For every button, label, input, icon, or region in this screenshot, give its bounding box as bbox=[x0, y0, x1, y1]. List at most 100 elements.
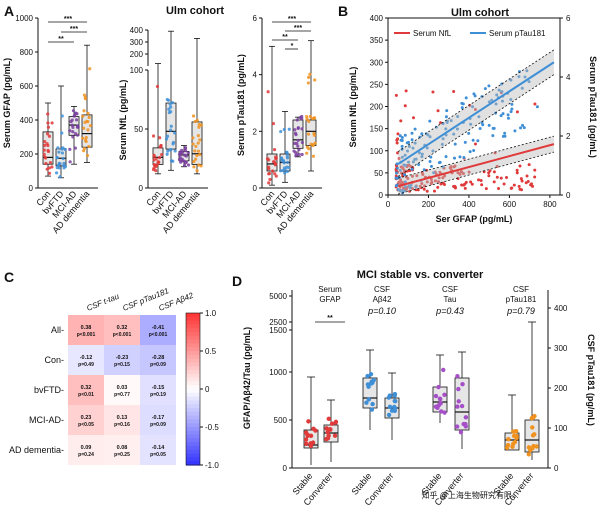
d-point bbox=[456, 399, 461, 404]
c-cell-value: -0.15 bbox=[152, 385, 165, 391]
b-xtick-label: 600 bbox=[503, 200, 517, 209]
a3-point bbox=[266, 158, 271, 162]
b-point-nfl bbox=[403, 104, 407, 108]
b-point-ptau bbox=[463, 140, 467, 144]
b-point-ptau bbox=[400, 135, 404, 139]
b-point-ptau bbox=[429, 155, 433, 159]
a3-sig: *** bbox=[288, 16, 296, 23]
c-row-label-0: All- bbox=[51, 325, 64, 335]
a2-point bbox=[198, 152, 202, 157]
d-point bbox=[458, 430, 464, 435]
b-point-nfl bbox=[531, 184, 535, 188]
b-title: Ulm cohort bbox=[451, 7, 509, 19]
c-colorbar-seg bbox=[186, 404, 200, 409]
a1-point bbox=[82, 93, 87, 97]
b-point-nfl bbox=[495, 175, 499, 179]
a3-point bbox=[306, 75, 311, 79]
a1-point bbox=[58, 175, 62, 179]
a2-point bbox=[158, 136, 162, 140]
c-cell-value: 0.32 bbox=[81, 385, 92, 391]
b-point-ptau bbox=[396, 187, 400, 191]
a2-ytick-label: 0 bbox=[139, 184, 144, 193]
b-point-ptau bbox=[521, 123, 525, 127]
b-point-nfl bbox=[509, 186, 513, 190]
a1-point bbox=[63, 147, 67, 152]
b-point-nfl bbox=[441, 176, 445, 180]
b-point-nfl bbox=[425, 180, 429, 184]
a2-point bbox=[151, 134, 156, 138]
d-ytick-left-label: 0 bbox=[283, 464, 288, 473]
a1-sig: *** bbox=[70, 26, 78, 33]
c-colorbar-seg bbox=[186, 354, 200, 360]
c-colorbar-seg bbox=[186, 427, 200, 432]
panel-letter-b: B bbox=[338, 3, 348, 19]
d-ytick-left-label: 500 bbox=[274, 416, 288, 425]
a3-point bbox=[272, 148, 277, 152]
d-point bbox=[369, 407, 375, 412]
c-colorbar-seg bbox=[186, 430, 200, 436]
b-point-nfl bbox=[467, 170, 471, 174]
b-point-ptau bbox=[417, 162, 421, 166]
c-colorbar-label: 0 bbox=[205, 385, 210, 394]
a3-point bbox=[279, 169, 283, 173]
a3-point bbox=[266, 90, 270, 94]
b-point-ptau bbox=[469, 122, 473, 126]
a1-point bbox=[62, 161, 66, 165]
b-point-ptau bbox=[403, 180, 407, 184]
b-point-nfl bbox=[492, 170, 496, 174]
a3-point bbox=[282, 127, 286, 132]
a2-point bbox=[159, 143, 163, 148]
d-point bbox=[436, 384, 441, 390]
a1-point bbox=[86, 111, 90, 116]
a1-point bbox=[68, 129, 72, 133]
b-point-nfl bbox=[418, 184, 422, 188]
c-row-label-3: MCI-AD- bbox=[29, 415, 64, 425]
b-point-ptau bbox=[500, 99, 504, 103]
b-point-ptau bbox=[406, 160, 410, 164]
c-cell-pvalue: p=0.05 bbox=[150, 452, 166, 458]
b-point-nfl bbox=[396, 151, 400, 155]
b-point-ptau bbox=[441, 137, 445, 141]
b-point-ptau bbox=[402, 189, 406, 193]
b-point-ptau bbox=[432, 171, 436, 175]
b-point-ptau bbox=[535, 105, 539, 109]
b-point-ptau bbox=[480, 120, 484, 124]
b-point-nfl bbox=[432, 189, 436, 193]
a1-point bbox=[42, 148, 46, 152]
a2-point bbox=[194, 144, 198, 149]
d-point bbox=[530, 425, 535, 430]
a2-point bbox=[199, 164, 203, 168]
a3-point bbox=[271, 121, 276, 126]
a1-point bbox=[88, 67, 92, 71]
b-xtick-label: 200 bbox=[422, 200, 436, 209]
c-cell bbox=[68, 405, 104, 435]
b-point-nfl bbox=[470, 182, 474, 186]
b-point-nfl bbox=[512, 183, 516, 187]
b-point-nfl bbox=[404, 89, 408, 93]
c-cell bbox=[68, 345, 104, 375]
a2-point bbox=[169, 147, 173, 152]
d-group-head-a-0: Serum bbox=[318, 285, 342, 294]
b-point-nfl bbox=[518, 164, 522, 168]
b-point-nfl bbox=[533, 175, 537, 179]
b-point-ptau bbox=[425, 146, 429, 150]
a2-point bbox=[197, 163, 201, 167]
a3-point bbox=[305, 151, 309, 155]
a2-point bbox=[167, 107, 171, 111]
b-point-nfl bbox=[497, 187, 501, 191]
b-point-nfl bbox=[469, 180, 473, 184]
a3-point bbox=[295, 118, 299, 122]
a3-point bbox=[306, 81, 310, 85]
b-point-ptau bbox=[527, 80, 531, 84]
c-cell bbox=[140, 435, 176, 465]
c-col-label-0: CSF t-tau bbox=[85, 292, 120, 313]
a3-ytick-label: 2 bbox=[253, 127, 258, 136]
a3-sig: ** bbox=[282, 34, 288, 41]
b-point-ptau bbox=[414, 157, 418, 161]
b-point-nfl bbox=[414, 188, 418, 192]
b-point-ptau bbox=[403, 153, 407, 157]
b-point-ptau bbox=[452, 132, 456, 136]
b-point-nfl bbox=[517, 184, 521, 188]
b-point-ptau bbox=[503, 131, 507, 135]
b-point-nfl bbox=[456, 176, 460, 180]
